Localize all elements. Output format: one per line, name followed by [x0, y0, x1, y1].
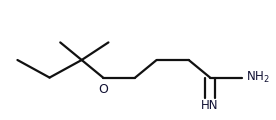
Text: O: O	[98, 83, 108, 96]
Text: NH$_2$: NH$_2$	[246, 70, 270, 85]
Text: HN: HN	[201, 99, 219, 112]
